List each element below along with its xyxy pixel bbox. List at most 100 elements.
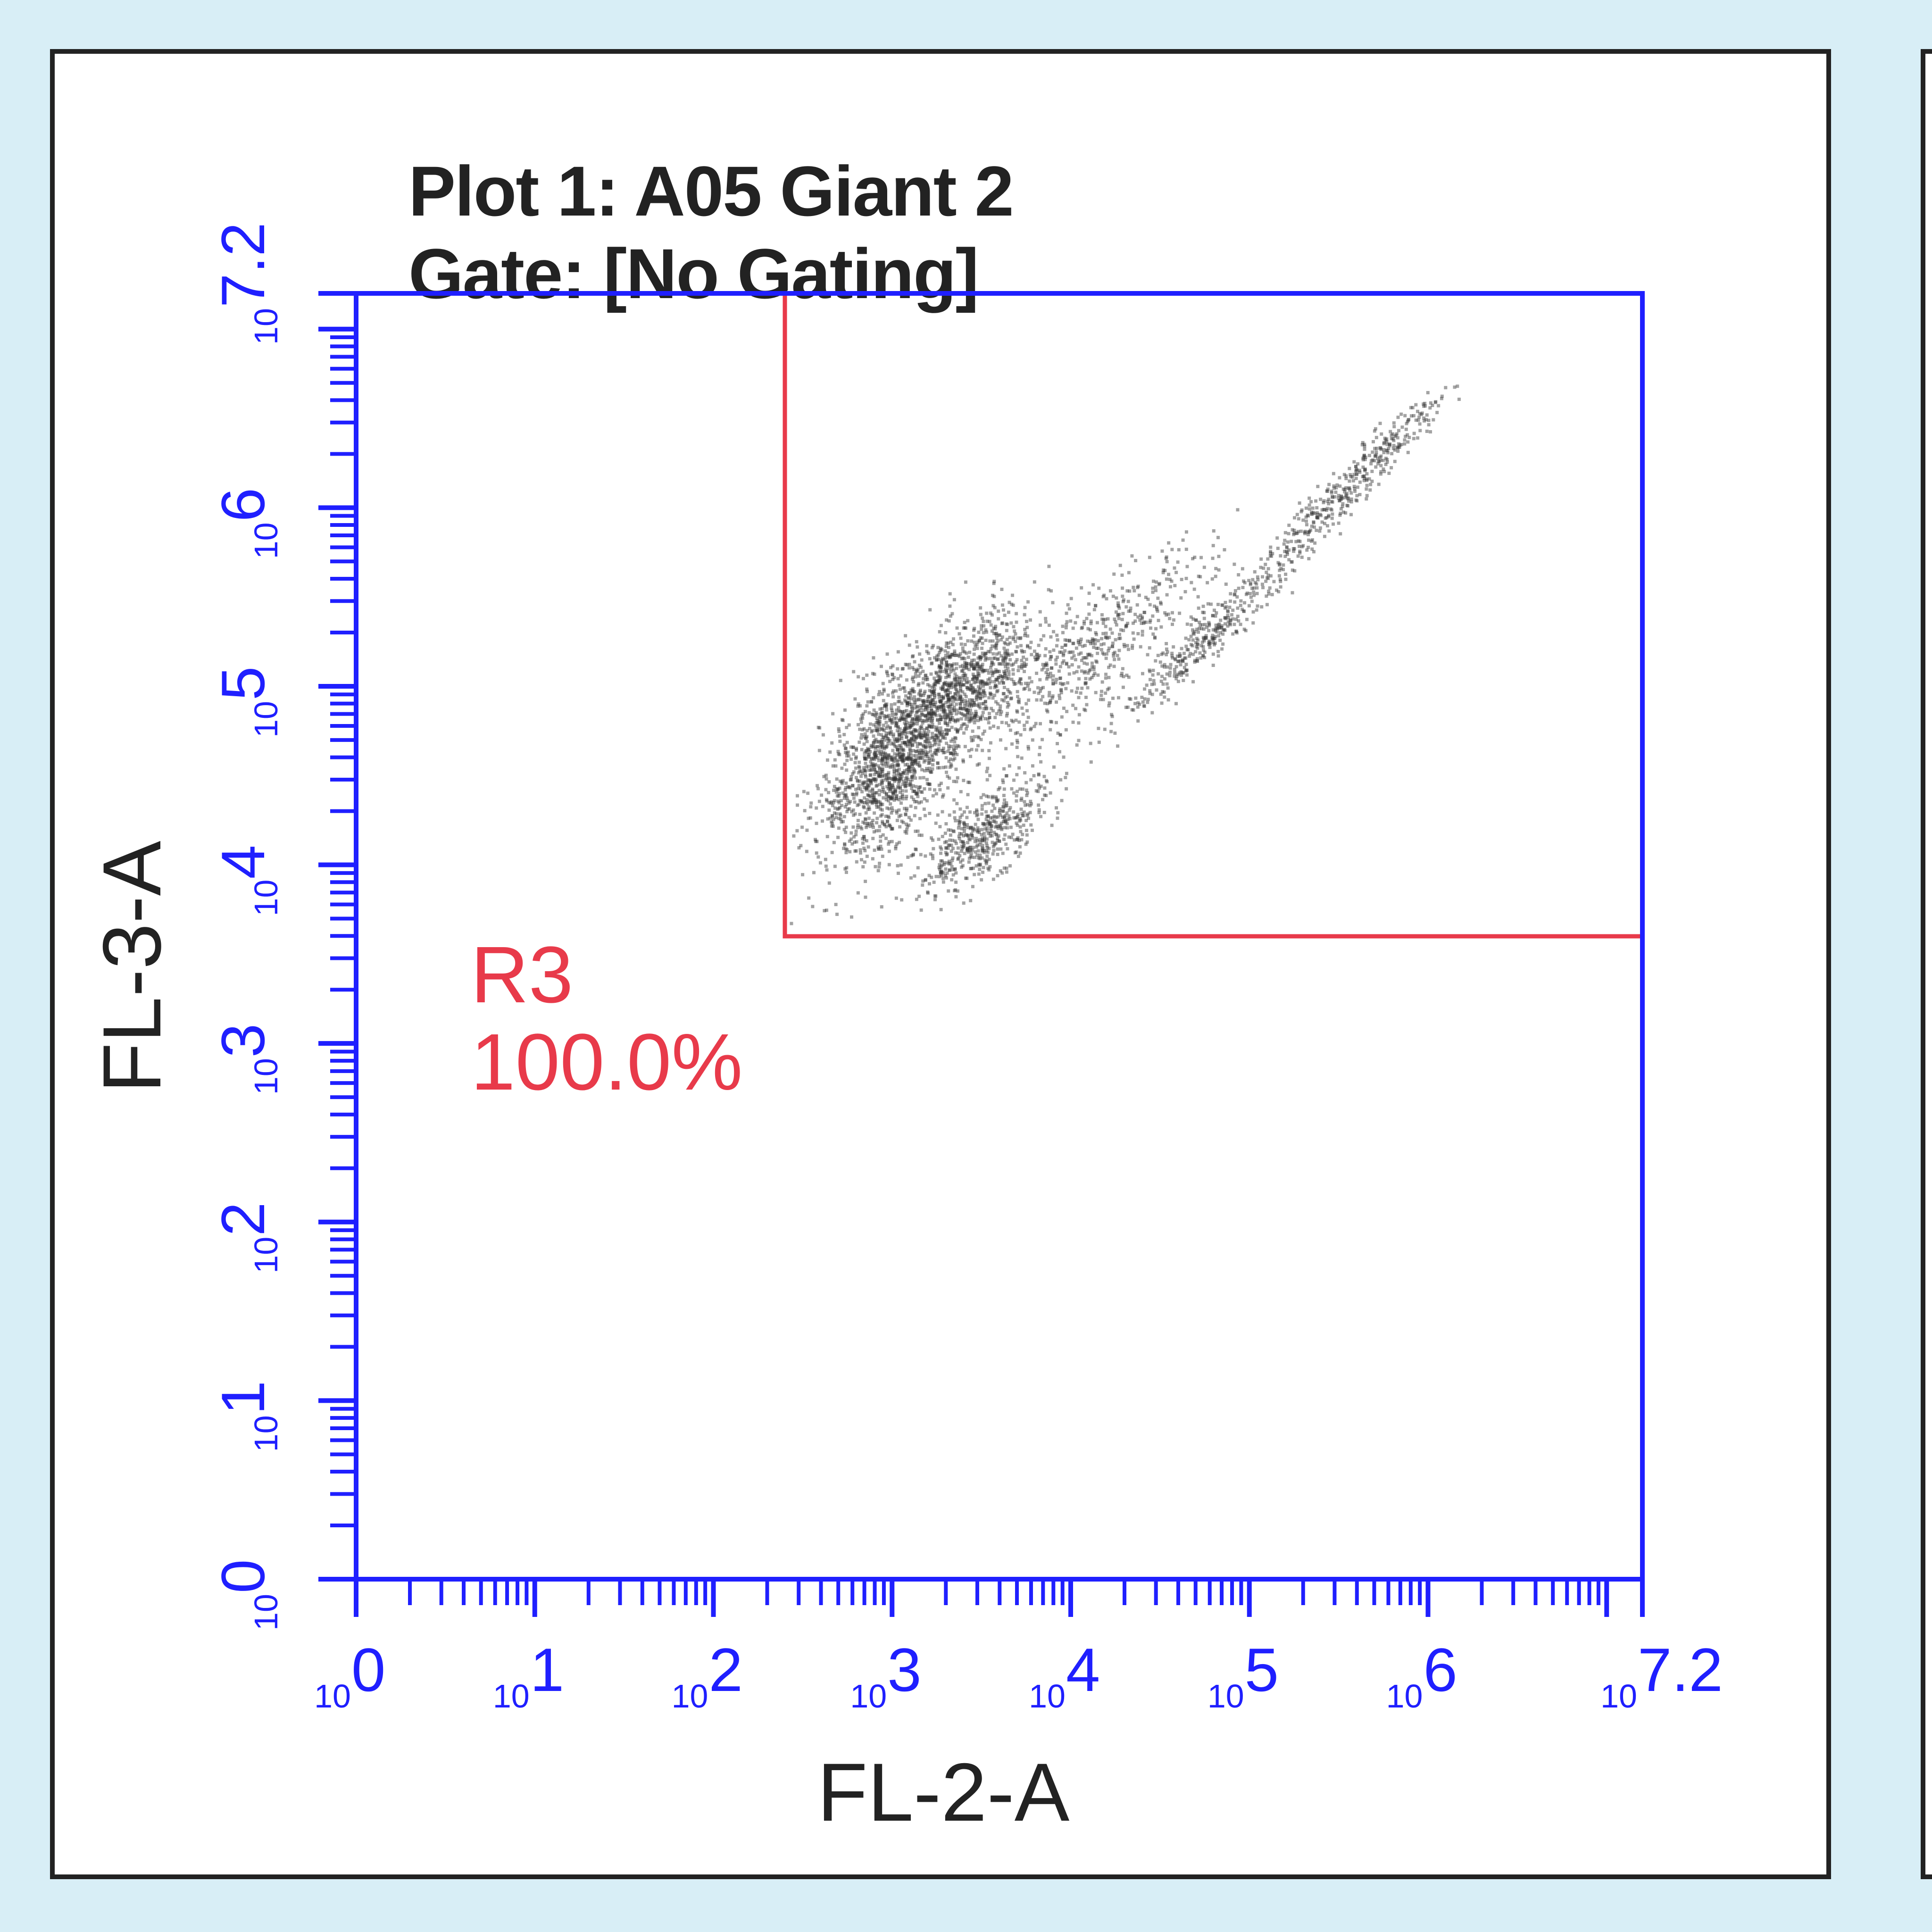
data-point (1316, 484, 1320, 488)
data-point (1041, 686, 1045, 690)
data-point (982, 793, 985, 797)
data-point (978, 706, 982, 710)
data-point (1023, 771, 1027, 774)
data-point (935, 748, 939, 752)
data-point (987, 868, 991, 872)
data-point (1200, 641, 1204, 644)
data-point (1004, 696, 1008, 700)
data-point (958, 821, 961, 824)
data-point (1116, 744, 1120, 748)
x-tick-label-exponent: 5 (1245, 1635, 1279, 1704)
data-point (908, 748, 912, 751)
data-point (1395, 432, 1399, 436)
x-tick-label-base: 10 (1386, 1678, 1423, 1715)
data-point (1158, 582, 1161, 585)
data-point (988, 650, 992, 654)
data-point (864, 880, 867, 883)
data-point (878, 800, 882, 804)
data-point (834, 764, 838, 768)
data-point (871, 777, 875, 781)
data-point (1163, 611, 1167, 615)
data-point (929, 672, 933, 676)
data-point (966, 823, 969, 827)
data-point (906, 701, 909, 705)
data-point (1312, 550, 1316, 554)
region-gate[interactable] (783, 293, 1642, 939)
data-point (945, 664, 949, 668)
data-point (1355, 467, 1358, 471)
data-point (1019, 644, 1023, 648)
data-point (879, 771, 883, 774)
data-point (833, 865, 837, 868)
data-point (1202, 637, 1206, 641)
data-point (978, 638, 982, 642)
data-point (889, 666, 893, 669)
data-point (1310, 538, 1314, 542)
data-point (1034, 722, 1038, 725)
data-point (1266, 576, 1270, 580)
data-point (886, 742, 890, 746)
data-point (930, 690, 933, 693)
data-point (1256, 575, 1259, 579)
data-point (881, 758, 884, 762)
data-point (909, 876, 913, 880)
data-point (1385, 442, 1389, 446)
data-point (920, 768, 924, 772)
data-point (864, 773, 867, 777)
data-point (1023, 606, 1027, 609)
data-point (918, 690, 922, 694)
data-point (1136, 705, 1140, 709)
data-point (1148, 556, 1151, 559)
data-point (856, 778, 859, 782)
data-point (1000, 587, 1004, 591)
data-point (848, 839, 851, 843)
data-point (948, 604, 952, 608)
data-point (926, 683, 930, 686)
data-point (1363, 442, 1366, 446)
data-point (910, 786, 914, 790)
data-point (926, 716, 930, 720)
data-point (944, 722, 948, 725)
x-tick-label-base: 10 (493, 1678, 530, 1715)
data-point (895, 753, 899, 757)
data-point (1231, 632, 1235, 636)
data-point (943, 718, 947, 722)
data-point (1453, 385, 1457, 389)
data-point (963, 674, 967, 678)
data-point (1003, 826, 1007, 830)
data-point (825, 799, 829, 803)
data-point (941, 730, 944, 733)
data-point (1183, 590, 1187, 593)
data-point (924, 714, 927, 717)
data-point (875, 805, 879, 809)
y-tick-label: 107.2 (208, 222, 284, 345)
data-point (1088, 677, 1092, 681)
data-point (956, 677, 959, 681)
data-point (891, 783, 894, 787)
data-point (976, 744, 980, 748)
data-point (900, 775, 904, 779)
data-point (970, 639, 974, 643)
data-point (840, 804, 844, 808)
data-point (827, 780, 831, 784)
data-point (891, 678, 895, 682)
data-point (966, 703, 969, 707)
data-point (986, 678, 990, 682)
data-point (1122, 598, 1126, 602)
data-point (948, 592, 952, 596)
data-point (1151, 591, 1155, 594)
data-point (1252, 586, 1256, 590)
data-point (928, 766, 932, 770)
data-point (845, 725, 849, 729)
data-point (1181, 659, 1185, 663)
data-point (897, 744, 901, 748)
data-point (933, 692, 936, 696)
data-point (907, 765, 910, 769)
data-point (890, 717, 893, 721)
data-point (1161, 690, 1165, 693)
data-point (890, 806, 894, 810)
data-point (905, 735, 909, 739)
data-point (914, 757, 918, 761)
data-point (998, 807, 1002, 811)
